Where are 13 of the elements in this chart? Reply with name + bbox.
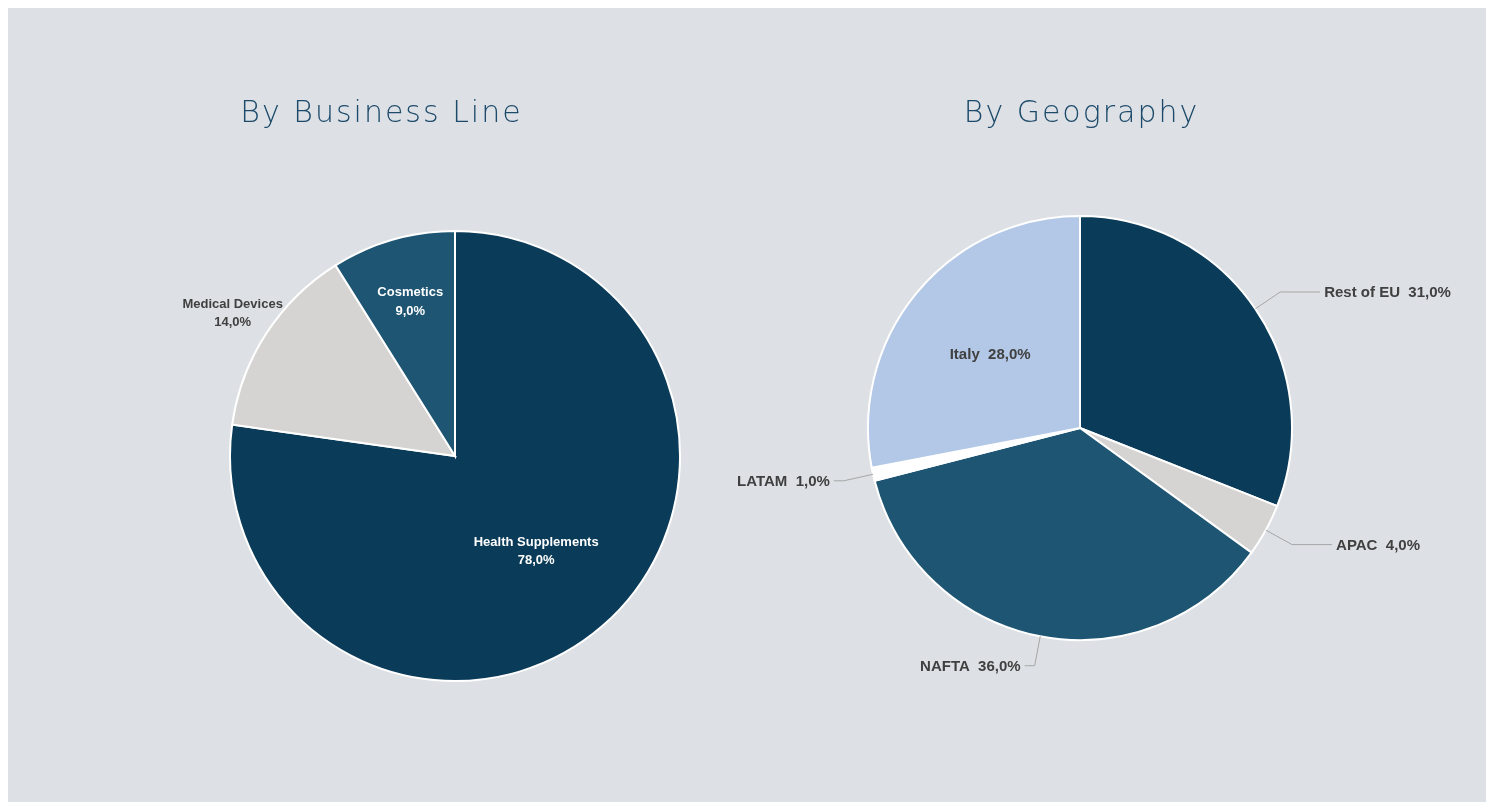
slice-label: LATAM 1,0% <box>737 472 830 490</box>
data-label: 9,0% <box>395 302 426 318</box>
slice-label: Cosmetics <box>377 284 444 300</box>
data-label: 14,0% <box>214 314 252 330</box>
slice-label: NAFTA 36,0% <box>920 657 1021 675</box>
slice-label: Health Supplements <box>473 533 599 549</box>
slice-label: Medical Devices <box>182 295 283 311</box>
slice-label: APAC 4,0% <box>1336 536 1420 554</box>
chart-title: By Geography <box>962 94 1201 129</box>
data-label: 78,0% <box>517 551 556 567</box>
chart-title: By Business Line <box>239 94 524 129</box>
slice-label: Rest of EU 31,0% <box>1324 283 1451 301</box>
slice-label: Italy 28,0% <box>949 345 1031 363</box>
